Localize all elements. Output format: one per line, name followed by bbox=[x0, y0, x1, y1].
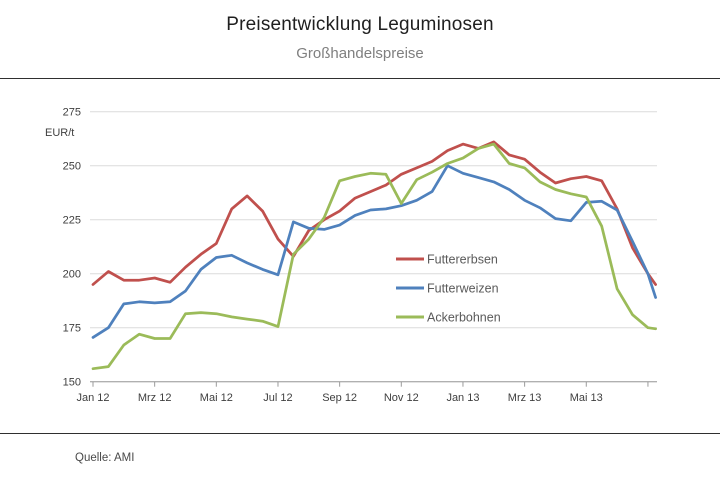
footer-divider bbox=[0, 433, 720, 434]
chart-subtitle: Großhandelspreise bbox=[296, 45, 424, 62]
x-tick-label: Nov 12 bbox=[384, 392, 419, 404]
x-tick-label: Jan 12 bbox=[76, 392, 109, 404]
legend-label-futterweizen: Futterweizen bbox=[427, 282, 499, 296]
y-tick-label: 175 bbox=[63, 323, 81, 335]
x-tick-label: Mai 12 bbox=[200, 392, 233, 404]
y-tick-label: 200 bbox=[63, 269, 81, 281]
x-tick-label: Jan 13 bbox=[446, 392, 479, 404]
x-tick-label: Mrz 13 bbox=[508, 392, 542, 404]
title-divider bbox=[0, 78, 720, 79]
y-tick-label: 225 bbox=[63, 215, 81, 227]
series-line-ackerbohnen bbox=[91, 142, 657, 371]
legend-label-futtererbsen: Futtererbsen bbox=[427, 253, 498, 267]
legend-label-ackerbohnen: Ackerbohnen bbox=[427, 311, 501, 325]
y-tick-label: 275 bbox=[63, 107, 81, 119]
y-axis-unit-label: EUR/t bbox=[45, 127, 74, 139]
x-tick-label: Jul 12 bbox=[263, 392, 292, 404]
x-tick-label: Mrz 12 bbox=[138, 392, 172, 404]
y-tick-label: 150 bbox=[63, 377, 81, 389]
series-line-futterweizen bbox=[91, 164, 657, 339]
series-line-futtererbsen bbox=[91, 140, 657, 286]
x-tick-label: Sep 12 bbox=[322, 392, 357, 404]
y-tick-label: 250 bbox=[63, 161, 81, 173]
source-text: Quelle: AMI bbox=[75, 452, 135, 464]
chart-title: Preisentwicklung Leguminosen bbox=[226, 14, 494, 35]
x-tick-label: Mai 13 bbox=[570, 392, 603, 404]
